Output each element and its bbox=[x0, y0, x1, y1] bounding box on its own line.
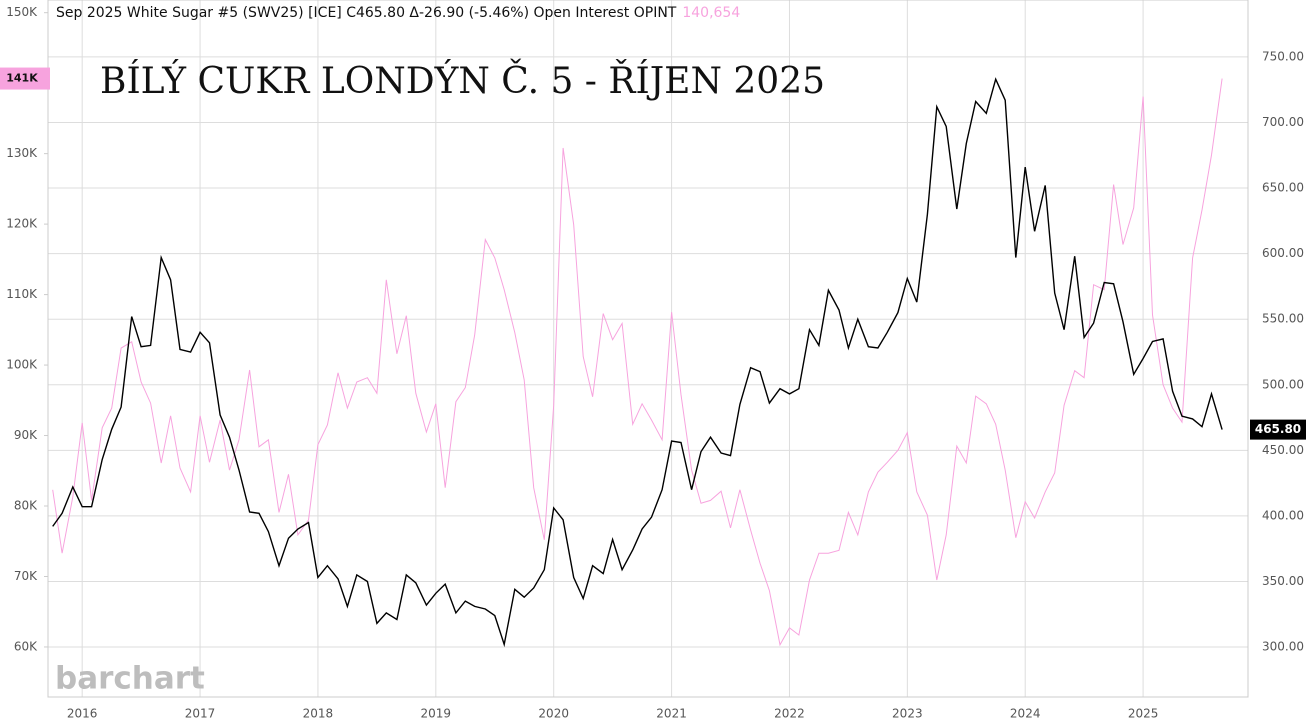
y-tick-label: 70K bbox=[14, 569, 38, 583]
y2-tick-label: 500.00 bbox=[1262, 377, 1304, 391]
series-line bbox=[52, 78, 1223, 647]
y2-tick-label: 600.00 bbox=[1262, 246, 1304, 260]
header-value: 140,654 bbox=[682, 5, 740, 21]
watermark: barchart bbox=[55, 661, 205, 697]
y2-tick-label: 750.00 bbox=[1262, 49, 1304, 63]
x-tick-label: 2025 bbox=[1128, 707, 1159, 721]
y-tick-label: 130K bbox=[6, 146, 38, 160]
last-value-badge bbox=[0, 67, 50, 90]
y-tick-label: 60K bbox=[14, 639, 38, 653]
header-text: Sep 2025 White Sugar #5 (SWV25) [ICE] C4… bbox=[56, 5, 677, 21]
last-value-label: 141K bbox=[6, 72, 38, 85]
x-tick-label: 2023 bbox=[892, 707, 923, 721]
chart-title: BÍLÝ CUKR LONDÝN Č. 5 - ŘÍJEN 2025 bbox=[100, 60, 825, 102]
x-tick-label: 2024 bbox=[1010, 707, 1041, 721]
y-tick-label: 150K bbox=[6, 5, 38, 19]
y2-tick-label: 650.00 bbox=[1262, 181, 1304, 195]
y2-tick-label: 300.00 bbox=[1262, 640, 1304, 654]
y-tick-label: 100K bbox=[6, 358, 38, 372]
grid bbox=[48, 0, 1248, 697]
x-tick-label: 2017 bbox=[185, 707, 216, 721]
header: Sep 2025 White Sugar #5 (SWV25) [ICE] C4… bbox=[56, 5, 740, 21]
y2-tick-label: 550.00 bbox=[1262, 312, 1304, 326]
y2-tick-label: 700.00 bbox=[1262, 115, 1304, 129]
y2-tick-label: 400.00 bbox=[1262, 508, 1304, 522]
y2-tick-label: 450.00 bbox=[1262, 443, 1304, 457]
x-tick-label: 2018 bbox=[303, 707, 334, 721]
x-tick-label: 2020 bbox=[538, 707, 569, 721]
y2-tick-label: 350.00 bbox=[1262, 574, 1304, 588]
y-tick-label: 110K bbox=[6, 287, 38, 301]
last-value-label: 465.80 bbox=[1255, 422, 1301, 436]
series-line bbox=[52, 77, 1223, 648]
x-tick-label: 2016 bbox=[67, 707, 98, 721]
y-tick-label: 90K bbox=[14, 428, 38, 442]
last-value-badge bbox=[1250, 419, 1306, 440]
x-tick-label: 2019 bbox=[421, 707, 452, 721]
y-tick-label: 120K bbox=[6, 217, 38, 231]
y-tick-label: 80K bbox=[14, 499, 38, 513]
x-tick-label: 2022 bbox=[774, 707, 805, 721]
plot-frame bbox=[47, 0, 1249, 698]
x-tick-label: 2021 bbox=[656, 707, 687, 721]
